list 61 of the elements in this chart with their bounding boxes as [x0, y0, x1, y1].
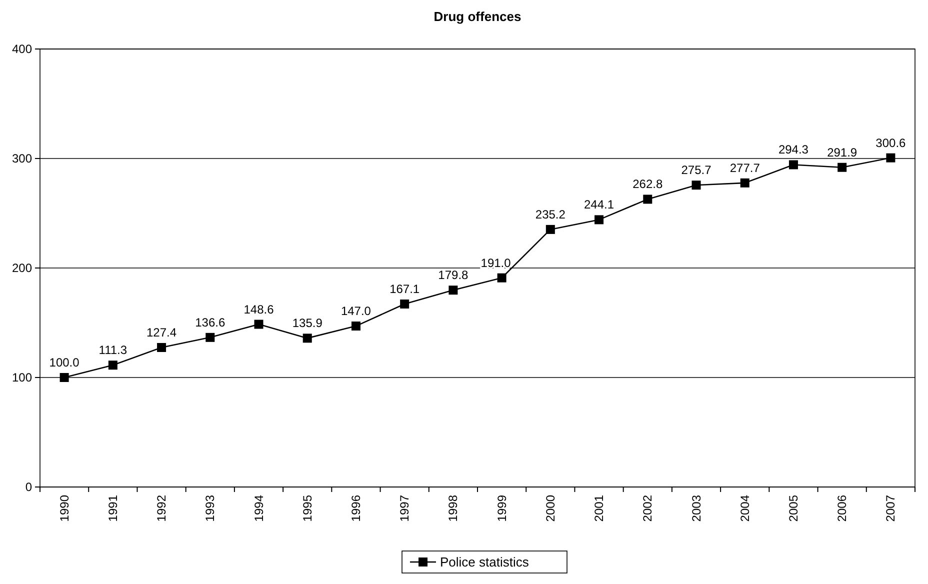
point — [546, 224, 555, 234]
x-tick-label: 1998 — [446, 494, 460, 522]
x-tick-label: 1992 — [154, 494, 169, 522]
x-tick-label: 2001 — [592, 494, 606, 522]
data-label: 291.9 — [827, 145, 858, 160]
point — [448, 286, 458, 295]
point — [60, 373, 69, 382]
y-tick-label: 300 — [12, 152, 32, 166]
x-tick-label: 1997 — [398, 494, 412, 522]
point — [351, 322, 360, 331]
x-tick-label: 1995 — [300, 494, 314, 522]
point — [594, 215, 604, 224]
data-label: 136.6 — [195, 315, 226, 330]
y-tick-label: 100 — [12, 370, 32, 384]
legend-label: Police statistics — [440, 554, 530, 570]
data-label: 167.1 — [390, 282, 420, 296]
data-label: 100.0 — [49, 356, 80, 370]
data-label: 135.9 — [292, 316, 323, 330]
x-tick-label: 2002 — [640, 494, 655, 522]
x-tick-label: 1991 — [106, 494, 120, 522]
x-tick-label: 2004 — [738, 494, 752, 522]
point — [400, 300, 410, 309]
y-tick-label: 200 — [12, 261, 32, 275]
x-tick-label: 2000 — [543, 494, 558, 522]
data-label: 148.6 — [244, 302, 274, 316]
point — [108, 360, 118, 370]
x-tick-label: 1990 — [57, 494, 72, 522]
x-tick-label: 2007 — [884, 494, 898, 522]
point — [788, 160, 798, 170]
data-label: 275.7 — [681, 163, 712, 178]
x-tick-label: 2005 — [786, 494, 800, 522]
point — [254, 320, 264, 329]
point — [692, 180, 701, 190]
y-tick-label: 0 — [25, 480, 32, 494]
point — [838, 162, 847, 172]
point — [643, 194, 652, 204]
x-tick-label: 1993 — [203, 494, 218, 522]
data-label: 277.7 — [730, 160, 760, 175]
point — [206, 332, 215, 342]
data-label: 191.0 — [480, 256, 512, 270]
point — [302, 334, 312, 343]
data-label: 262.8 — [632, 177, 663, 192]
x-tick-label: 1994 — [252, 494, 266, 522]
point — [157, 342, 166, 352]
x-tick-label: 1999 — [494, 494, 509, 522]
x-tick-label: 2006 — [835, 494, 850, 522]
point — [740, 178, 750, 188]
chart-title: Drug offences — [434, 9, 522, 24]
point — [497, 273, 506, 282]
data-label: 244.1 — [584, 198, 614, 212]
data-label: 300.6 — [876, 136, 906, 150]
data-label: 179.8 — [438, 268, 469, 282]
data-label: 111.3 — [98, 343, 128, 358]
data-label: 147.0 — [340, 304, 372, 318]
data-label: 235.2 — [535, 207, 566, 222]
x-tick-label: 2003 — [689, 494, 704, 522]
data-label: 294.3 — [778, 142, 809, 157]
x-tick-label: 1996 — [348, 494, 363, 522]
point — [886, 153, 896, 162]
y-tick-label: 400 — [12, 42, 32, 56]
data-label: 127.4 — [146, 325, 177, 340]
